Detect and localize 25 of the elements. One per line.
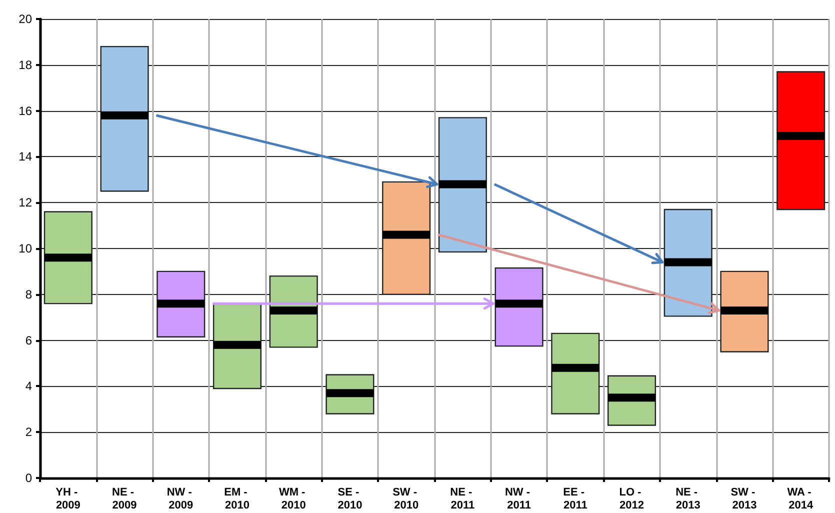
- y-tick-label: 18: [18, 58, 32, 72]
- x-tick-label: LO - 2012: [619, 486, 644, 512]
- y-tick-label: 10: [18, 242, 32, 256]
- y-tick-label: 6: [25, 333, 32, 348]
- x-tick-label: NE - 2011: [450, 486, 476, 512]
- y-tick-label: 12: [18, 196, 32, 210]
- x-tick-label: NE - 2013: [676, 486, 701, 512]
- y-tick-label: 16: [18, 104, 32, 118]
- x-tick-label: YH - 2009: [56, 486, 81, 512]
- y-tick-label: 4: [25, 379, 32, 394]
- y-tick-label: 0: [25, 471, 32, 485]
- x-tick-label: NE - 2009: [112, 486, 138, 512]
- x-tick-label: SE - 2010: [338, 486, 362, 512]
- x-tick-label: EE - 2011: [563, 486, 588, 512]
- x-tick-label: SW - 2013: [730, 486, 758, 512]
- x-tick-label: NW - 2009: [166, 486, 195, 512]
- x-tick-label: SW - 2010: [392, 486, 420, 512]
- x-tick-label: WA - 2014: [787, 486, 814, 512]
- y-tick-label: 20: [18, 12, 32, 26]
- y-tick-label: 8: [25, 287, 32, 302]
- x-tick-label: EM - 2010: [224, 486, 250, 512]
- x-tick-label: NW - 2011: [504, 486, 534, 512]
- y-tick-label: 2: [25, 425, 32, 440]
- y-tick-label: 14: [18, 150, 32, 164]
- x-tick-label: WM - 2010: [278, 486, 308, 512]
